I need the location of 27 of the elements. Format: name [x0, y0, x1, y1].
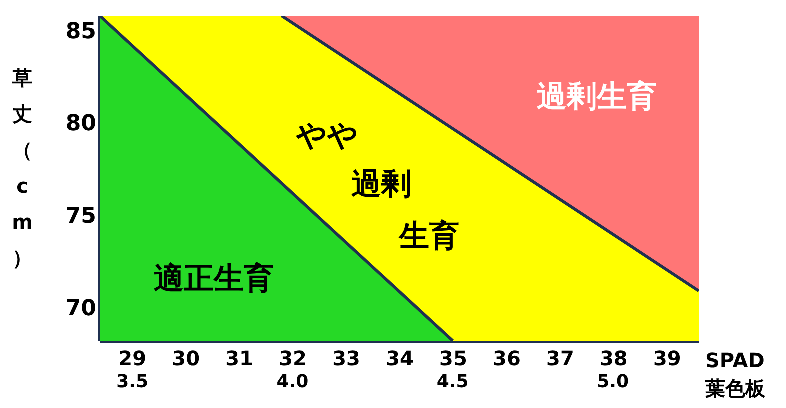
x-tick-label: 38 — [600, 346, 628, 370]
y-tick-label: 80 — [66, 112, 96, 137]
x-tick-label: 37 — [546, 346, 574, 370]
x-tick-label: 32 — [279, 346, 307, 370]
y-tick-label: 85 — [66, 19, 96, 44]
x-tick-label: 29 — [118, 346, 147, 370]
x-tick-label: 30 — [172, 346, 200, 370]
annotation: 過剰 — [352, 167, 412, 202]
x2-tick-label: 3.5 — [116, 372, 148, 392]
y-tick-label: 70 — [66, 296, 96, 322]
annotation: 生育 — [398, 219, 460, 254]
x2-tick-label: 4.0 — [276, 372, 309, 392]
annotation: 適正生育 — [154, 261, 274, 296]
annotation: やや — [296, 118, 359, 154]
x2-axis-title: 葉色板 — [704, 376, 766, 400]
x-tick-label: 34 — [386, 346, 414, 370]
x-tick-label: 33 — [332, 346, 360, 370]
y-axis-title: 草丈（cm） — [12, 66, 33, 270]
x2-tick-label: 5.0 — [597, 372, 629, 392]
x-axis-title: SPAD — [706, 348, 765, 372]
x-tick-label: 39 — [653, 346, 682, 370]
x-tick-label: 36 — [493, 346, 521, 370]
y-tick-label: 75 — [66, 204, 96, 229]
x2-tick-label: 4.5 — [436, 372, 469, 392]
x-tick-label: 35 — [440, 346, 468, 370]
annotation: 過剰生育 — [537, 79, 658, 114]
x-tick-label: 31 — [226, 346, 254, 370]
